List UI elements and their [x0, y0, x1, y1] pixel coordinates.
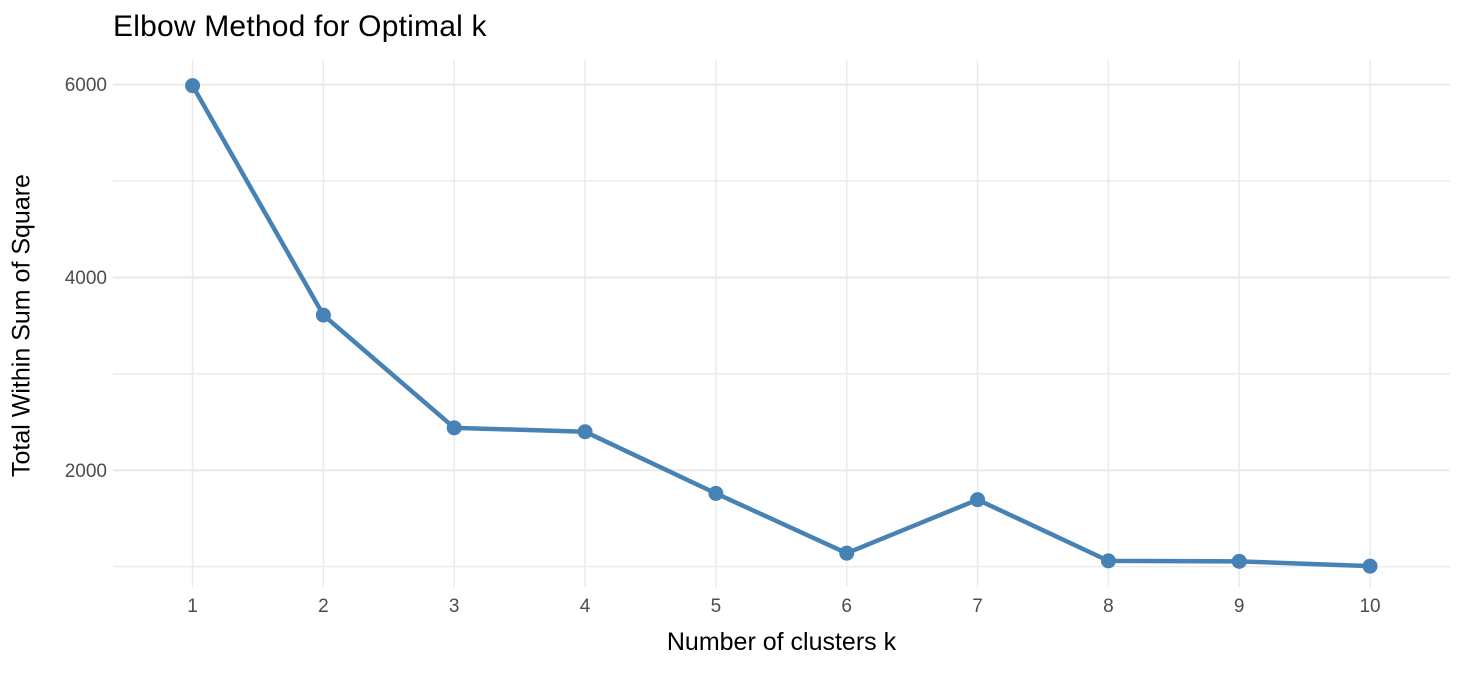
- x-tick-label: 4: [580, 596, 591, 617]
- x-tick-label: 3: [449, 596, 460, 617]
- line-series: [190, 83, 1373, 569]
- y-tick-label: 6000: [65, 75, 107, 96]
- x-tick-label: 9: [1234, 596, 1245, 617]
- x-tick-label: 1: [187, 596, 198, 617]
- x-axis-title: Number of clusters k: [666, 628, 897, 656]
- data-point: [315, 307, 331, 323]
- y-tick-label: 2000: [65, 461, 107, 482]
- x-tick-label: 8: [1103, 596, 1114, 617]
- chart-title: Elbow Method for Optimal k: [113, 10, 487, 43]
- x-tick-label: 5: [711, 596, 722, 617]
- data-point: [839, 545, 855, 561]
- data-point: [446, 420, 462, 436]
- data-point: [970, 492, 986, 508]
- y-tick-label: 4000: [65, 268, 107, 289]
- x-tick-label: 10: [1359, 596, 1380, 617]
- data-point: [577, 424, 593, 440]
- data-point: [185, 78, 201, 94]
- data-point: [1100, 553, 1116, 569]
- data-point: [1231, 553, 1247, 569]
- x-tick-label: 2: [318, 596, 329, 617]
- x-tick-label: 6: [841, 596, 852, 617]
- data-point: [1362, 558, 1378, 574]
- data-point: [708, 485, 724, 501]
- x-tick-label: 7: [972, 596, 983, 617]
